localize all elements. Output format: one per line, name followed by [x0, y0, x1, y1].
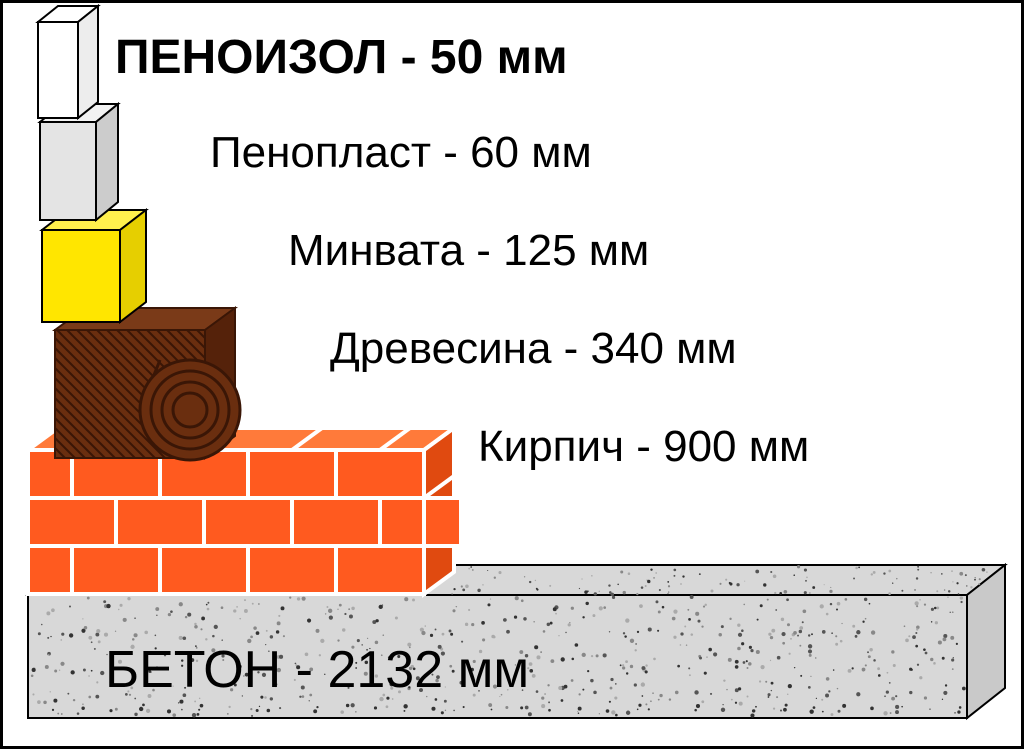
diagram-frame	[0, 0, 1024, 749]
label-minvata: Минвата - 125 мм	[288, 226, 649, 276]
materials-diagram: ПЕНОИЗОЛ - 50 мм Пенопласт - 60 мм Минвата…	[0, 0, 1024, 749]
label-penoplast: Пенопласт - 60 мм	[210, 128, 592, 178]
label-penoizol: ПЕНОИЗОЛ - 50 мм	[115, 30, 568, 85]
label-kirpich: Кирпич - 900 мм	[478, 422, 809, 472]
label-drevesina: Древесина - 340 мм	[330, 324, 737, 374]
label-beton: БЕТОН - 2132 мм	[105, 640, 529, 700]
